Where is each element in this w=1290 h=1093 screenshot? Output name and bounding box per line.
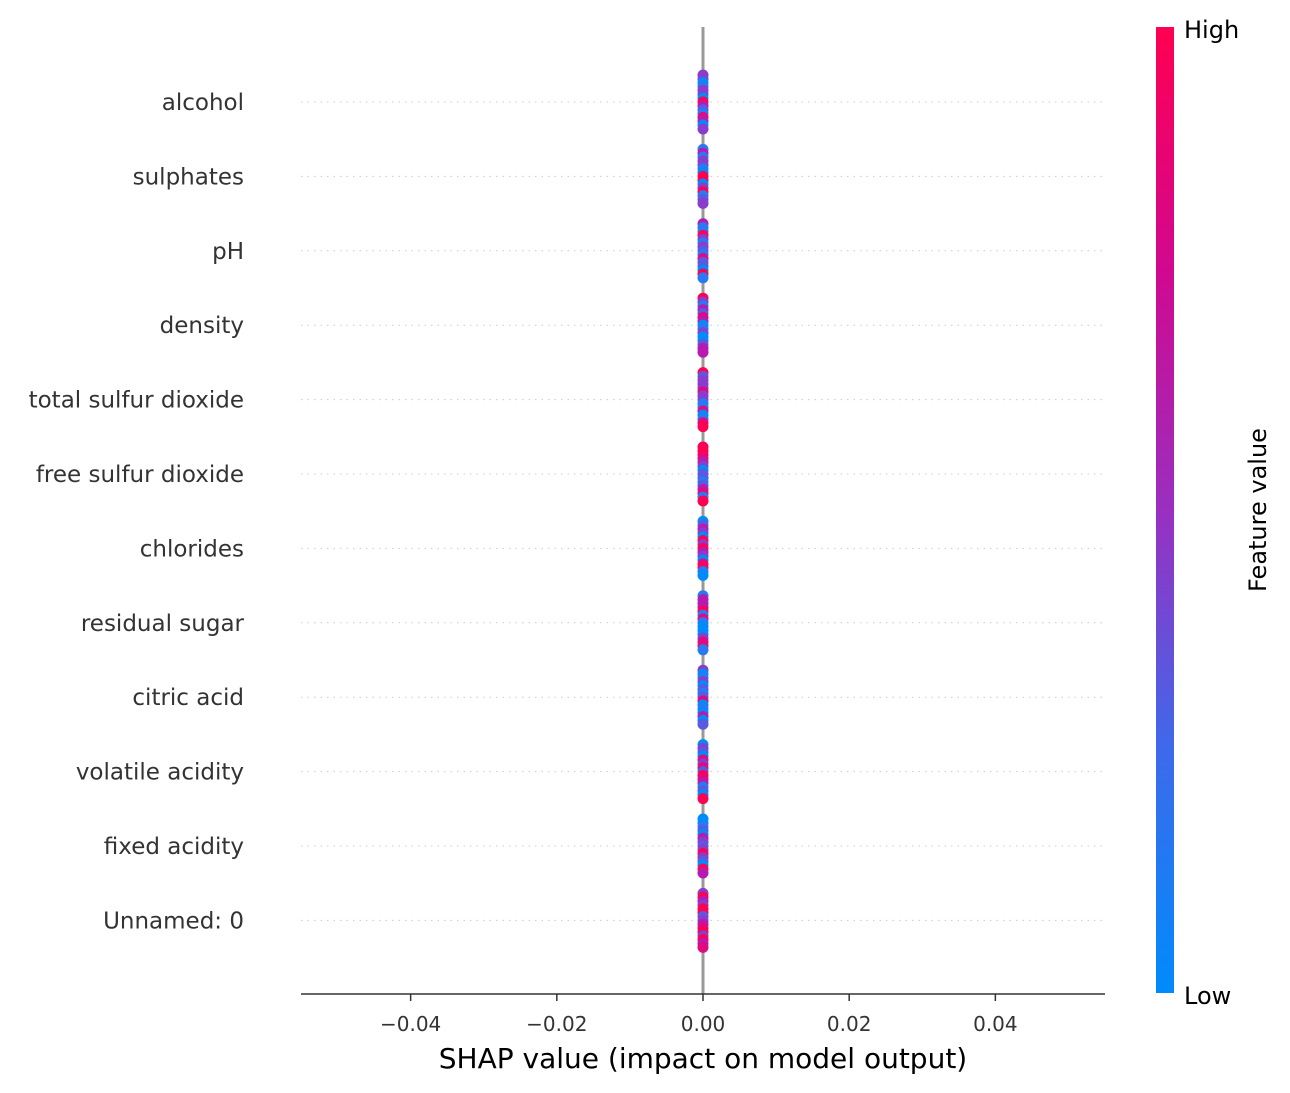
feature-dots [697,69,709,135]
colorbar-high-label: High [1184,16,1239,44]
dots-layer [697,69,709,953]
shap-dot [697,346,709,358]
shap-dot [697,272,709,284]
shap-dot [697,421,709,433]
feature-label: pH [212,239,244,265]
feature-dots [697,739,709,805]
x-axis-label: SHAP value (impact on model output) [439,1042,967,1075]
feature-label: citric acid [132,685,244,711]
shap-dot [697,569,709,581]
shap-dot [697,867,709,879]
feature-dots [697,143,709,209]
feature-label: free sulfur dioxide [36,462,244,488]
feature-dots [697,887,709,953]
row-gridlines [301,101,1105,921]
shap-dot [697,197,709,209]
feature-label: density [160,313,244,339]
feature-label: alcohol [162,90,244,116]
shap-dot [697,644,709,656]
feature-label: fixed acidity [104,834,244,860]
x-axis-ticks: −0.04 −0.02 0.00 0.02 0.04 [380,994,1018,1036]
colorbar [1156,27,1174,993]
feature-dots [697,218,709,284]
feature-label: chlorides [140,536,244,562]
x-tick-label: 0.02 [827,1012,872,1036]
x-tick-label: −0.02 [526,1012,587,1036]
feature-labels: alcohol sulphates pH density total sulfur di… [29,90,245,934]
x-tick-label: −0.04 [380,1012,441,1036]
feature-dots [697,367,709,433]
colorbar-title: Feature value [1244,428,1272,592]
colorbar-low-label: Low [1184,982,1231,1010]
feature-label: residual sugar [81,611,245,637]
feature-dots [697,813,709,879]
feature-dots [697,590,709,656]
feature-dots [697,441,709,507]
shap-dot [697,123,709,135]
feature-label: Unnamed: 0 [103,908,244,934]
feature-dots [697,515,709,581]
shap-dot [697,793,709,805]
x-tick-label: 0.00 [681,1012,726,1036]
shap-dot [697,495,709,507]
shap-dot [697,718,709,730]
x-tick-label: 0.04 [973,1012,1018,1036]
feature-label: total sulfur dioxide [29,388,244,414]
feature-label: volatile acidity [76,760,244,786]
feature-dots [697,292,709,358]
feature-label: sulphates [133,164,244,190]
shap-dot [697,941,709,953]
feature-dots [697,664,709,730]
